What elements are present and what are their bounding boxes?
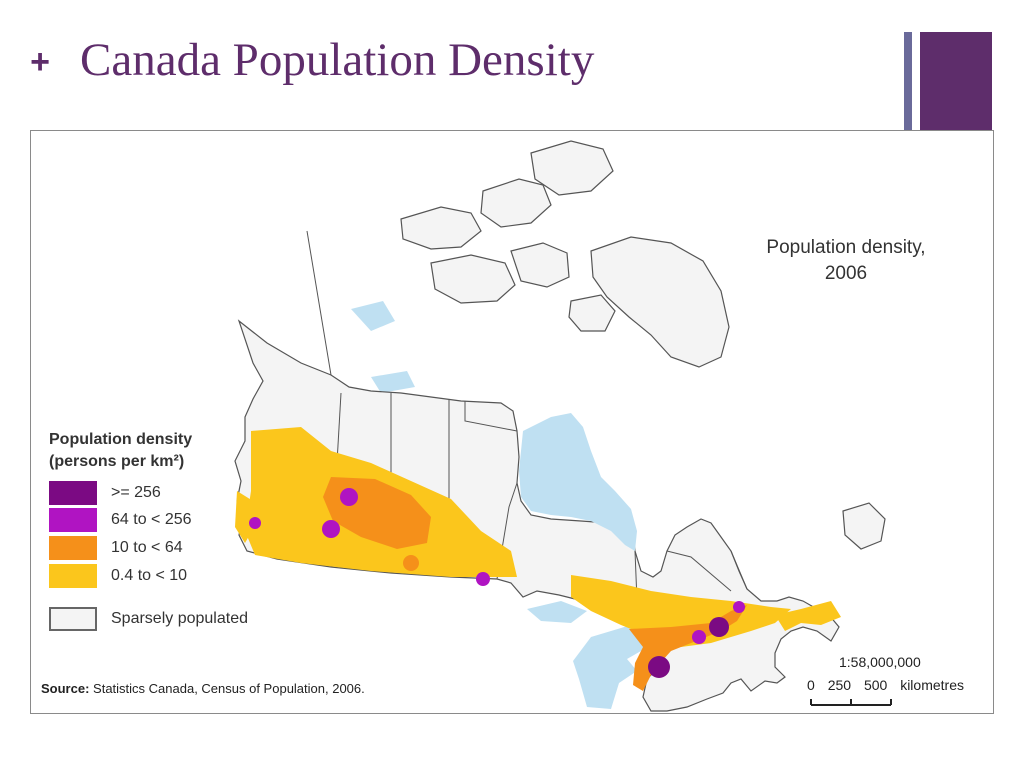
city-ottawa	[692, 630, 706, 644]
legend-label: 10 to < 64	[111, 539, 183, 556]
legend-title-line1: Population density	[49, 431, 193, 448]
slide-title: Canada Population Density	[80, 34, 595, 86]
source-line: Source: Statistics Canada, Census of Pop…	[41, 680, 365, 698]
arctic-island-4	[510, 242, 570, 288]
city-winnipeg	[476, 572, 490, 586]
accent-block	[920, 32, 992, 130]
scale-tick: 0	[807, 677, 815, 693]
legend-label: 64 to < 256	[111, 511, 192, 528]
source-text: Statistics Canada, Census of Population,…	[93, 681, 365, 696]
legend-label: >= 256	[111, 484, 161, 501]
map-title-line1: Population density,	[766, 237, 926, 258]
lake-superior	[527, 601, 587, 623]
ontario-quebec-band	[571, 575, 791, 647]
legend-sparse-swatch	[49, 607, 97, 631]
great-slave-lake	[371, 371, 415, 393]
legend-label: 0.4 to < 10	[111, 567, 188, 584]
legend-swatch	[49, 508, 97, 532]
hudson-bay-water	[519, 413, 637, 551]
maritimes-band	[775, 601, 841, 631]
city-montreal	[709, 617, 729, 637]
city-calgary	[322, 520, 340, 538]
arctic-island-2	[480, 178, 552, 228]
city-saskatoon	[391, 521, 411, 541]
accent-bar-thin	[904, 32, 912, 130]
density-areas	[235, 427, 841, 691]
legend-title: Population density (persons per km²)	[49, 429, 192, 473]
victoria-island	[430, 254, 516, 304]
source-label: Source:	[41, 681, 90, 696]
legend-title-line2: (persons per km²)	[49, 453, 185, 470]
city-regina	[403, 555, 419, 571]
plus-icon: +	[30, 43, 50, 81]
arctic-island-5	[568, 294, 616, 332]
scale-tick: 250	[827, 677, 852, 693]
city-quebec	[733, 601, 745, 613]
city-edmonton	[340, 488, 358, 506]
city-vancouver	[249, 517, 261, 529]
map-title-line2: 2006	[824, 263, 868, 284]
legend-swatch	[49, 536, 97, 560]
legend-swatch	[49, 481, 97, 505]
scale-tick: 500	[863, 677, 888, 693]
map-frame: Population density, 2006 Population dens…	[30, 130, 994, 714]
canada-map	[234, 140, 892, 712]
arctic-island-1	[400, 206, 482, 250]
scale-unit: kilometres	[900, 677, 964, 693]
legend-swatch	[49, 564, 97, 588]
scale-ratio: 1:58,000,000	[839, 654, 921, 670]
city-toronto	[648, 656, 670, 678]
scale-bar	[810, 699, 892, 706]
arctic-island-3	[530, 140, 614, 196]
bc-coast-band	[235, 491, 253, 543]
legend-sparse-label: Sparsely populated	[111, 610, 248, 627]
great-bear-lake	[351, 301, 395, 331]
scale-ticks: 0 250 500 kilometres	[807, 676, 973, 694]
baffin-island	[590, 236, 730, 368]
map-title: Population density, 2006	[736, 235, 956, 287]
newfoundland	[842, 502, 886, 550]
